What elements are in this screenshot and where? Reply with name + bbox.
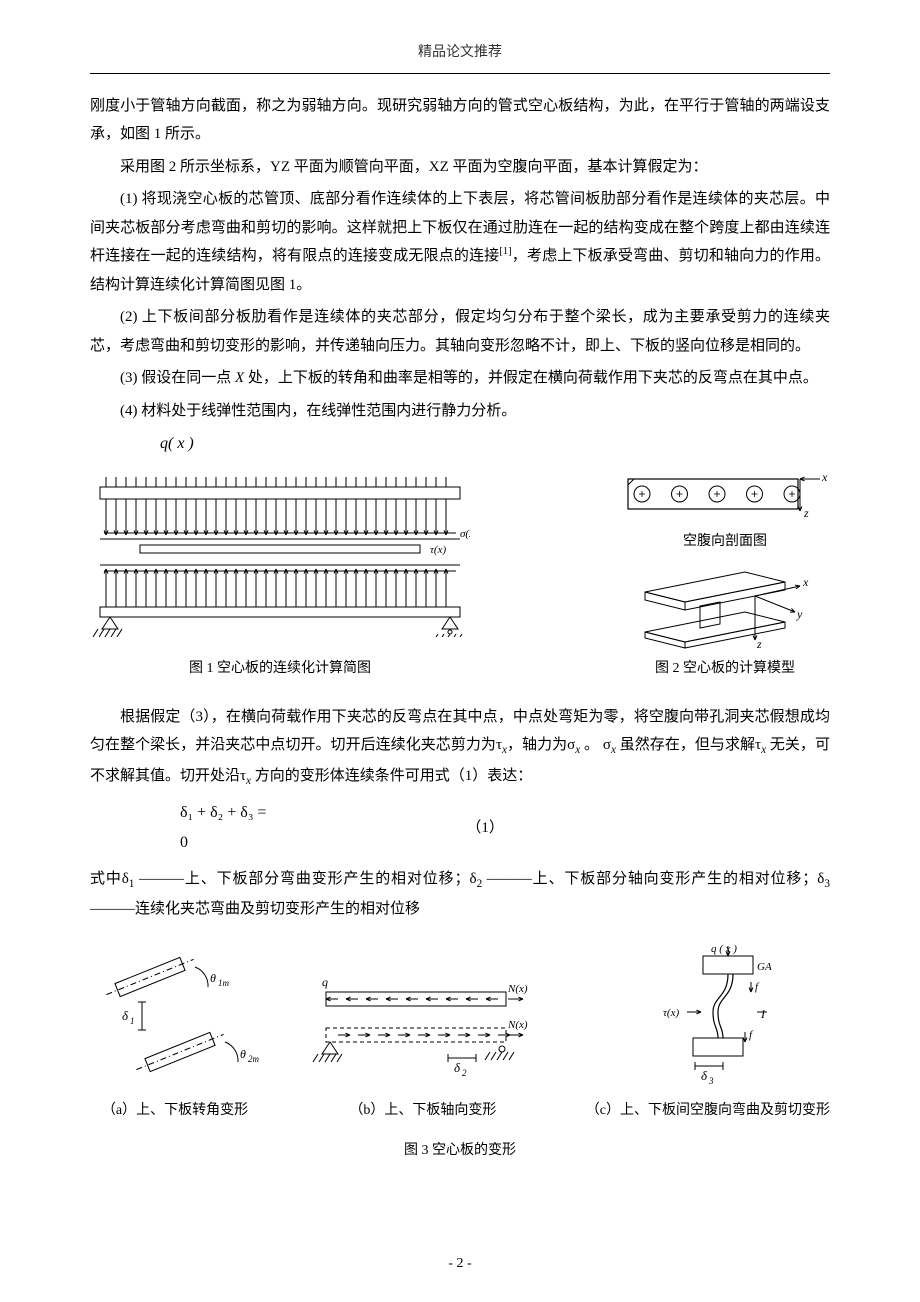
figure-3b-caption: （b）上、下板轴向变形: [349, 1098, 496, 1125]
svg-text:GA: GA: [757, 961, 772, 973]
p8a: 式中: [90, 871, 122, 887]
paragraph-3: (1) 将现浇空心板的芯管顶、底部分看作连续体的上下表层，将芯管间板肋部分看作是…: [90, 185, 830, 299]
figure-2-caption: 图 2 空心板的计算模型: [620, 656, 830, 683]
p7b: ，轴力为: [507, 737, 567, 753]
svg-text:τ(x): τ(x): [430, 544, 446, 556]
p7d: 虽然存在，但与求解: [616, 737, 755, 753]
p8c: ———上、下板部分轴向变形产生的相对位移；: [482, 871, 817, 887]
p5a: (3) 假设在同一点: [120, 370, 235, 386]
svg-text:N(x): N(x): [507, 1019, 528, 1031]
svg-text:z: z: [803, 506, 809, 520]
page-header: 精品论文推荐: [90, 40, 830, 67]
svg-text:I: I: [760, 1007, 766, 1021]
figure-3a: θ1mθ2mδ1 （a）上、下板转角变形: [90, 932, 260, 1125]
svg-text:θ: θ: [210, 971, 216, 985]
p5b: 处，上下板的转角和曲率是相等的，并假定在横向荷载作用下夹芯的反弯点在其中点。: [244, 370, 818, 386]
delta-2: δ2: [470, 871, 483, 887]
svg-text:y: y: [796, 607, 803, 621]
equation-1-number: （1）: [466, 814, 504, 843]
svg-text:1: 1: [130, 1016, 135, 1026]
header-rule: [90, 73, 830, 74]
figure-3c-svg: q ( x ) GA Iτ(x) f f δ3: [633, 942, 783, 1092]
svg-text:δ: δ: [454, 1060, 461, 1075]
figure-3a-svg: θ1mθ2mδ1: [90, 932, 260, 1092]
paragraph-6: (4) 材料处于线弹性范围内，在线弹性范围内进行静力分析。: [90, 397, 830, 426]
svg-text:3: 3: [708, 1076, 714, 1086]
equation-1-body: δ₁ + δ₂ + δ₃ = 0: [180, 798, 266, 859]
figure-2-3d-svg: x y z: [625, 562, 825, 652]
page-number: - 2 -: [0, 1251, 920, 1278]
figure-1-caption: 图 1 空心板的连续化计算简图: [90, 656, 470, 683]
svg-text:x: x: [821, 470, 828, 484]
figure-2-section-svg: xz: [620, 467, 830, 527]
sigma-x-1: σx: [567, 737, 580, 753]
figure-3a-caption: （a）上、下板转角变形: [102, 1098, 248, 1125]
equation-1: δ₁ + δ₂ + δ₃ = 0 （1）: [90, 798, 830, 859]
delta-1: δ1: [122, 871, 135, 887]
svg-text:δ: δ: [122, 1008, 129, 1023]
figure-3b: N(x) N(x) δ2 q （b）上、下板轴向变形: [308, 972, 538, 1125]
p8b: ———上、下板部分弯曲变形产生的相对位移；: [134, 871, 469, 887]
tau-x-3: τx: [240, 768, 251, 784]
svg-text:2m: 2m: [248, 1054, 260, 1064]
svg-text:σ(x): σ(x): [460, 528, 470, 540]
citation-1: [1]: [499, 246, 511, 257]
p7f: 方向的变形体连续条件可用式（1）表达：: [251, 768, 532, 784]
paragraph-1: 刚度小于管轴方向截面，称之为弱轴方向。现研究弱轴方向的管式空心板结构，为此，在平…: [90, 92, 830, 149]
paragraph-2: 采用图 2 所示坐标系，YZ 平面为顺管向平面，XZ 平面为空腹向平面，基本计算…: [90, 153, 830, 182]
paragraph-5: (3) 假设在同一点 X 处，上下板的转角和曲率是相等的，并假定在横向荷载作用下…: [90, 364, 830, 393]
paragraph-8: 式中δ1 ———上、下板部分弯曲变形产生的相对位移；δ2 ———上、下板部分轴向…: [90, 865, 830, 924]
figure-1-2-captions: 图 1 空心板的连续化计算简图 图 2 空心板的计算模型: [90, 656, 830, 683]
delta-3: δ3: [817, 871, 830, 887]
svg-text:N(x): N(x): [507, 983, 528, 995]
svg-text:τ(x): τ(x): [663, 1007, 679, 1019]
p7c: 。: [580, 737, 603, 753]
svg-text:θ: θ: [240, 1047, 246, 1061]
svg-text:q: q: [322, 975, 328, 989]
svg-text:2: 2: [462, 1068, 467, 1078]
figure-2: xz 空腹向剖面图 xyz: [620, 467, 830, 652]
paragraph-7: 根据假定（3），在横向荷载作用下夹芯的反弯点在其中点，中点处弯矩为零，将空腹向带…: [90, 703, 830, 792]
paragraph-4: (2) 上下板间部分板肋看作是连续体的夹芯部分，假定均匀分布于整个梁长，成为主要…: [90, 303, 830, 360]
figure-3c-caption: （c）上、下板间空腹向弯曲及剪切变形: [586, 1098, 830, 1125]
svg-text:z: z: [756, 637, 762, 651]
figure-1: τ(x) σ(x): [90, 467, 470, 637]
figure-3-row: θ1mθ2mδ1 （a）上、下板转角变形 N(x)N(x)δ2q （b）上、下板…: [90, 932, 830, 1125]
figure-3b-svg: N(x) N(x) δ2 q: [308, 972, 538, 1092]
tau-x-2: τx: [755, 737, 766, 753]
figure-3c: q ( x ) GA Iτ(x) f f δ3 （c）上、下板间空腹向弯曲及剪切变形: [586, 942, 830, 1125]
svg-text:f: f: [749, 1029, 754, 1041]
svg-text:x: x: [802, 575, 809, 589]
figure-1-svg: τ(x) σ(x): [90, 467, 470, 637]
svg-text:q ( x ): q ( x ): [711, 943, 737, 955]
figure-3-caption: 图 3 空心板的变形: [90, 1138, 830, 1165]
p8d: ———连续化夹芯弯曲及剪切变形产生的相对位移: [90, 901, 420, 917]
svg-text:1m: 1m: [218, 978, 230, 988]
figure-row-1-2: τ(x)σ(x) xz 空腹向剖面图 xyz: [90, 467, 830, 652]
var-X: X: [235, 370, 244, 386]
svg-text:f: f: [755, 981, 760, 993]
svg-text:δ: δ: [701, 1068, 708, 1083]
figure-2-section-label: 空腹向剖面图: [683, 529, 767, 556]
q-of-x-label: q( x ): [160, 429, 830, 459]
tau-x-1: τx: [496, 737, 507, 753]
sigma-x-2: σx: [603, 737, 616, 753]
